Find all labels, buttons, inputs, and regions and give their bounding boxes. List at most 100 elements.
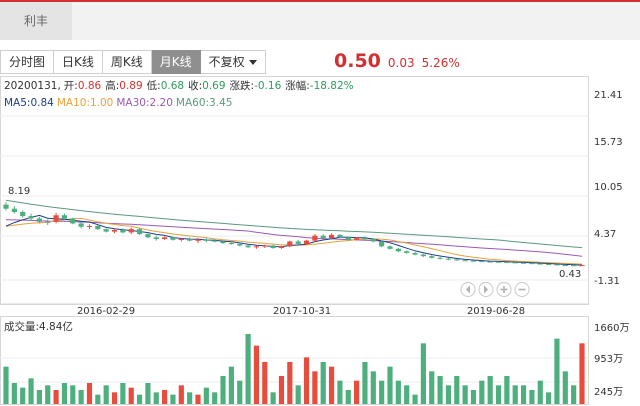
tab-label: 分时图 (9, 55, 46, 69)
volume-bar (420, 343, 426, 404)
ma30-legend: MA30:2.20 (116, 97, 173, 109)
volume-bar (195, 394, 201, 404)
candle (78, 221, 84, 229)
volume-bar (178, 385, 184, 404)
volume-bar (228, 366, 234, 404)
volume-bar (170, 394, 176, 404)
candle (554, 264, 560, 266)
chevron-right-icon[interactable] (478, 282, 494, 297)
volume-bar (554, 338, 560, 404)
volume-bar (86, 383, 93, 404)
top-tab-bar: 利丰 (0, 0, 640, 40)
candle (454, 259, 460, 261)
tab-intraday[interactable]: 分时图 (0, 50, 55, 74)
last-price: 0.50 (334, 50, 381, 72)
volume-bars (3, 334, 585, 404)
candle (53, 212, 59, 224)
candle (487, 261, 493, 263)
volume-bar (328, 366, 335, 404)
volume-bar (120, 383, 126, 404)
price-change: 0.03 (387, 56, 415, 70)
candle (245, 244, 251, 248)
price-tick: 15.73 (594, 137, 623, 148)
kline-chart[interactable]: 20200131, 开:0.86 高:0.89 低:0.68 收:0.69 涨跌:-0.1… (0, 76, 640, 406)
volume-bar (479, 380, 485, 404)
candle (195, 238, 201, 244)
ohlc-info-line: 20200131, 开:0.86 高:0.89 低:0.68 收:0.69 涨跌:-0.1… (4, 79, 354, 92)
volume-bar (454, 376, 460, 404)
candle (546, 263, 552, 265)
zoom-in-icon[interactable] (496, 282, 512, 297)
candle (103, 228, 109, 233)
volume-bar (412, 394, 418, 404)
candle (253, 245, 260, 249)
volume-bar (395, 380, 401, 404)
volume-bar (312, 371, 318, 404)
volume-bar (111, 392, 118, 404)
volume-bar (345, 390, 351, 404)
candle (3, 202, 9, 211)
candle (262, 244, 268, 248)
tab-daily-k[interactable]: 日K线 (54, 50, 103, 74)
volume-bar (187, 392, 193, 404)
candle (404, 250, 410, 254)
price-change-pct: 5.26% (421, 56, 460, 70)
volume-bar (295, 385, 301, 404)
tab-label: 日K线 (62, 55, 94, 69)
tab-monthly-k[interactable]: 月K线 (151, 50, 201, 74)
candle (111, 229, 118, 234)
candles (3, 202, 585, 267)
candle (212, 238, 218, 243)
candle (462, 259, 468, 262)
tab-weekly-k[interactable]: 周K线 (102, 50, 152, 74)
candle (504, 261, 510, 264)
ma10-line (5, 217, 583, 265)
tab-label: 周K线 (110, 55, 143, 69)
candle (120, 228, 126, 234)
ma30-line (5, 219, 583, 257)
candle (20, 210, 26, 218)
candle (136, 228, 143, 235)
candle (387, 245, 393, 250)
zoom-out-icon[interactable] (514, 282, 530, 297)
chevron-left-icon[interactable] (460, 282, 476, 297)
candle (278, 245, 285, 249)
period-tabs: 分时图 日K线 周K线 月K线 不复权 (0, 50, 266, 74)
volume-bar (278, 376, 285, 404)
candle (187, 237, 193, 242)
volume-bar (20, 387, 26, 404)
candle (28, 213, 34, 221)
volume-bar (220, 376, 226, 404)
stock-tab[interactable]: 利丰 (0, 2, 72, 40)
volume-panel-frame (0, 316, 589, 405)
volume-bar (562, 371, 568, 404)
max-price-label: 8.19 (8, 186, 30, 197)
candle (95, 225, 101, 230)
volume-bar (28, 378, 34, 404)
volume-bar (337, 380, 343, 404)
volume-bar (270, 392, 276, 404)
volume-tick: 953万 (594, 354, 623, 365)
candle (178, 238, 184, 242)
volume-bar (354, 380, 360, 404)
volume-bar (3, 366, 9, 404)
volume-bar (470, 390, 477, 404)
volume-bar (145, 383, 151, 404)
volume-bar (303, 357, 310, 404)
chart-nav-controls (460, 282, 530, 297)
adjustment-dropdown[interactable]: 不复权 (200, 50, 266, 74)
candle (345, 236, 351, 241)
candle (228, 241, 234, 245)
candle (312, 234, 318, 242)
volume-bar (78, 390, 84, 404)
volume-bar (529, 390, 535, 404)
volume-bar (404, 385, 410, 404)
volume-bar (203, 387, 209, 404)
volume-tick: 1660万 (594, 323, 629, 334)
volume-bar (36, 390, 42, 404)
ma-legend: MA5:0.84 MA10:1.00 MA30:2.20 MA60:3.45 (4, 97, 232, 109)
candle (412, 252, 418, 256)
volume-bar (571, 385, 577, 404)
candle (237, 243, 243, 247)
candle (328, 233, 335, 239)
